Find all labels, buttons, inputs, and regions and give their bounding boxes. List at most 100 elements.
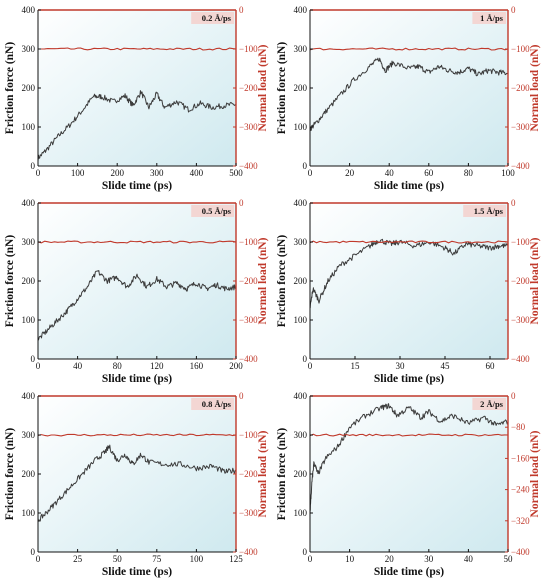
y2-tick-label: −240 bbox=[511, 485, 530, 495]
friction-force-line bbox=[309, 57, 509, 132]
x-tick-label: 45 bbox=[441, 361, 451, 371]
x-tick-label: 25 bbox=[73, 554, 83, 564]
y2-tick-label: 0 bbox=[511, 5, 516, 15]
y-tick-label: 200 bbox=[22, 469, 36, 479]
x-tick-label: 40 bbox=[385, 168, 395, 178]
y-tick-label: 0 bbox=[303, 354, 308, 364]
x-tick-label: 0 bbox=[36, 168, 41, 178]
y2-tick-label: −100 bbox=[239, 44, 258, 54]
x-tick-label: 0 bbox=[308, 361, 313, 371]
y-tick-label: 200 bbox=[294, 276, 308, 286]
normal-load-line bbox=[37, 240, 237, 244]
x-axis-title: Slide time (ps) bbox=[102, 180, 172, 192]
x-tick-label: 200 bbox=[110, 168, 124, 178]
x-tick-label: 0 bbox=[308, 554, 313, 564]
y2-tick-label: 0 bbox=[239, 5, 244, 15]
friction-force-line bbox=[309, 403, 509, 515]
y-tick-label: 300 bbox=[22, 237, 36, 247]
x-tick-label: 100 bbox=[71, 168, 85, 178]
y-axis-title: Friction force (nN) bbox=[276, 235, 288, 328]
y-axis-title: Friction force (nN) bbox=[276, 42, 288, 135]
x-axis-title: Slide time (ps) bbox=[102, 373, 172, 385]
y2-tick-label: −80 bbox=[511, 422, 526, 432]
plot-area bbox=[38, 203, 236, 359]
y2-tick-label: −320 bbox=[511, 516, 530, 526]
y-tick-label: 300 bbox=[294, 430, 308, 440]
y-tick-label: 400 bbox=[22, 198, 36, 208]
speed-tag: 0.5 Å/ps bbox=[202, 206, 232, 216]
x-tick-label: 60 bbox=[486, 361, 496, 371]
speed-tag: 0.8 Å/ps bbox=[202, 399, 232, 409]
y2-tick-label: −100 bbox=[511, 44, 530, 54]
chart-panel-6: 0 10 20 30 40 50 0 100 200 300 400 −400 −320 −240 −160… bbox=[276, 391, 541, 578]
x-tick-label: 125 bbox=[229, 554, 243, 564]
x-tick-label: 300 bbox=[150, 168, 164, 178]
y-tick-label: 100 bbox=[22, 315, 36, 325]
speed-tag: 1.5 Å/ps bbox=[474, 206, 504, 216]
friction-force-line bbox=[309, 238, 509, 309]
y-axis-title: Friction force (nN) bbox=[4, 428, 16, 521]
y2-axis-title: Normal load (nN) bbox=[257, 430, 269, 517]
x-tick-label: 200 bbox=[229, 361, 243, 371]
friction-force-line bbox=[37, 444, 237, 522]
x-tick-label: 50 bbox=[113, 554, 123, 564]
y-tick-label: 300 bbox=[294, 44, 308, 54]
y2-tick-label: −200 bbox=[511, 276, 530, 286]
y2-tick-label: −160 bbox=[511, 453, 530, 463]
x-axis-title: Slide time (ps) bbox=[102, 566, 172, 578]
y-tick-label: 400 bbox=[294, 5, 308, 15]
y2-tick-label: −200 bbox=[511, 83, 530, 93]
x-tick-label: 10 bbox=[345, 554, 355, 564]
y-tick-label: 300 bbox=[22, 44, 36, 54]
y-tick-label: 200 bbox=[22, 83, 36, 93]
x-tick-label: 20 bbox=[345, 168, 355, 178]
x-tick-label: 0 bbox=[36, 554, 41, 564]
y-tick-label: 0 bbox=[31, 547, 36, 557]
plot-area bbox=[310, 203, 508, 359]
speed-tag-bg bbox=[472, 398, 506, 410]
x-tick-label: 100 bbox=[190, 554, 204, 564]
y-tick-label: 100 bbox=[294, 122, 308, 132]
chart-panel-2: 0 20 40 60 80 100 0 100 200 300 400 −400 −300 −200 −10… bbox=[276, 5, 541, 192]
x-tick-label: 40 bbox=[73, 361, 83, 371]
x-tick-label: 30 bbox=[396, 361, 406, 371]
y2-tick-label: −100 bbox=[239, 237, 258, 247]
friction-force-line bbox=[37, 90, 237, 161]
x-tick-label: 20 bbox=[385, 554, 395, 564]
x-tick-label: 400 bbox=[190, 168, 204, 178]
y2-axis-title: Normal load (nN) bbox=[257, 237, 269, 324]
speed-tag-bg bbox=[191, 12, 234, 24]
normal-load-line bbox=[37, 433, 237, 437]
speed-tag-bg bbox=[472, 12, 506, 24]
y-tick-label: 200 bbox=[294, 83, 308, 93]
x-tick-label: 0 bbox=[36, 361, 41, 371]
y-tick-label: 400 bbox=[294, 391, 308, 401]
y2-axis-title: Normal load (nN) bbox=[529, 430, 541, 517]
y2-tick-label: −400 bbox=[511, 547, 530, 557]
y2-tick-label: −300 bbox=[511, 122, 530, 132]
x-tick-label: 40 bbox=[464, 554, 474, 564]
y-tick-label: 0 bbox=[303, 547, 308, 557]
y2-tick-label: −200 bbox=[239, 83, 258, 93]
y2-tick-label: −300 bbox=[239, 508, 258, 518]
x-tick-label: 120 bbox=[150, 361, 164, 371]
y2-tick-label: −100 bbox=[511, 237, 530, 247]
y-tick-label: 100 bbox=[294, 508, 308, 518]
plot-area bbox=[310, 396, 508, 552]
y2-axis-title: Normal load (nN) bbox=[529, 44, 541, 131]
plot-area bbox=[38, 396, 236, 552]
y2-tick-label: −300 bbox=[511, 315, 530, 325]
chart-panel-1: 0 100 200 300 400 500 0 100 200 300 400 −400 −300 −20… bbox=[4, 5, 269, 192]
y2-tick-label: 0 bbox=[511, 198, 516, 208]
x-tick-label: 50 bbox=[504, 554, 514, 564]
x-tick-label: 60 bbox=[424, 168, 434, 178]
plot-area bbox=[310, 10, 508, 166]
x-axis-title: Slide time (ps) bbox=[374, 566, 444, 578]
x-tick-label: 160 bbox=[190, 361, 204, 371]
friction-force-line bbox=[37, 270, 237, 341]
x-axis-title: Slide time (ps) bbox=[374, 373, 444, 385]
x-tick-label: 75 bbox=[152, 554, 162, 564]
speed-tag-bg bbox=[191, 205, 234, 217]
y-tick-label: 0 bbox=[31, 161, 36, 171]
speed-tag: 2 Å/ps bbox=[480, 399, 504, 409]
